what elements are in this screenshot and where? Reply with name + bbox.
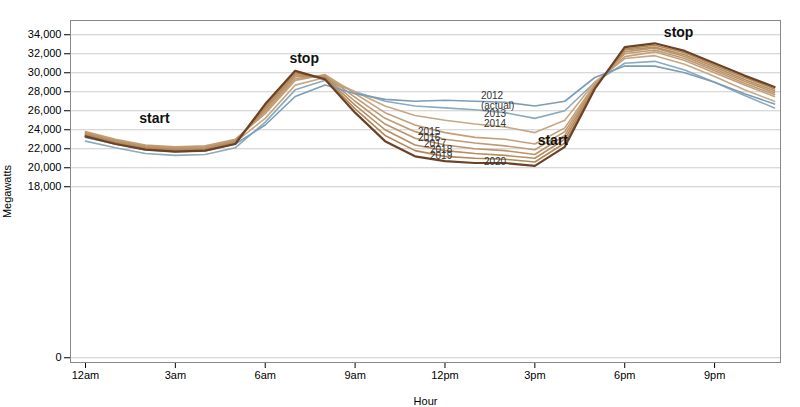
svg-text:2013: 2013 [484,108,507,119]
svg-text:0: 0 [55,351,61,363]
svg-text:stop: stop [664,24,694,40]
svg-text:9pm: 9pm [704,369,725,381]
svg-text:34,000: 34,000 [28,28,62,40]
svg-text:start: start [538,132,569,148]
svg-text:3pm: 3pm [524,369,545,381]
svg-text:6am: 6am [255,369,276,381]
svg-text:26,000: 26,000 [28,104,62,116]
svg-text:6pm: 6pm [614,369,635,381]
svg-text:20,000: 20,000 [28,161,62,173]
svg-text:9am: 9am [344,369,365,381]
svg-text:18,000: 18,000 [28,180,62,192]
svg-text:Megawatts: Megawatts [1,164,13,218]
svg-text:22,000: 22,000 [28,142,62,154]
svg-text:30,000: 30,000 [28,66,62,78]
html-text:(actual): (actual) [480,99,515,111]
html-text:2012: 2012 [480,89,504,101]
svg-text:3am: 3am [165,369,186,381]
svg-text:2020: 2020 [484,156,507,167]
svg-text:12pm: 12pm [431,369,459,381]
svg-text:28,000: 28,000 [28,85,62,97]
svg-text:2014: 2014 [484,118,507,129]
svg-text:Hour: Hour [414,395,438,407]
svg-text:32,000: 32,000 [28,47,62,59]
svg-text:stop: stop [289,50,319,66]
svg-text:24,000: 24,000 [28,123,62,135]
svg-text:2019: 2019 [430,150,453,161]
svg-text:12am: 12am [72,369,100,381]
svg-text:start: start [139,110,170,126]
